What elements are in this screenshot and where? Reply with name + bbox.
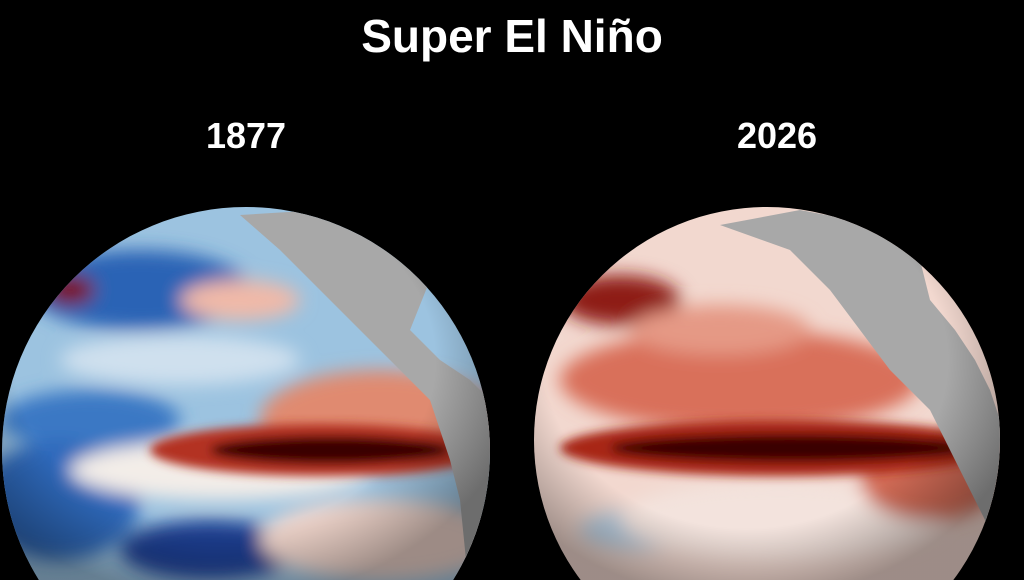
globe-2026 — [534, 207, 1000, 580]
panel-label: 1877 — [206, 115, 286, 156]
globe-1877 — [2, 207, 490, 580]
title: Super El Niño — [361, 10, 663, 62]
panel-label: 2026 — [737, 115, 817, 156]
